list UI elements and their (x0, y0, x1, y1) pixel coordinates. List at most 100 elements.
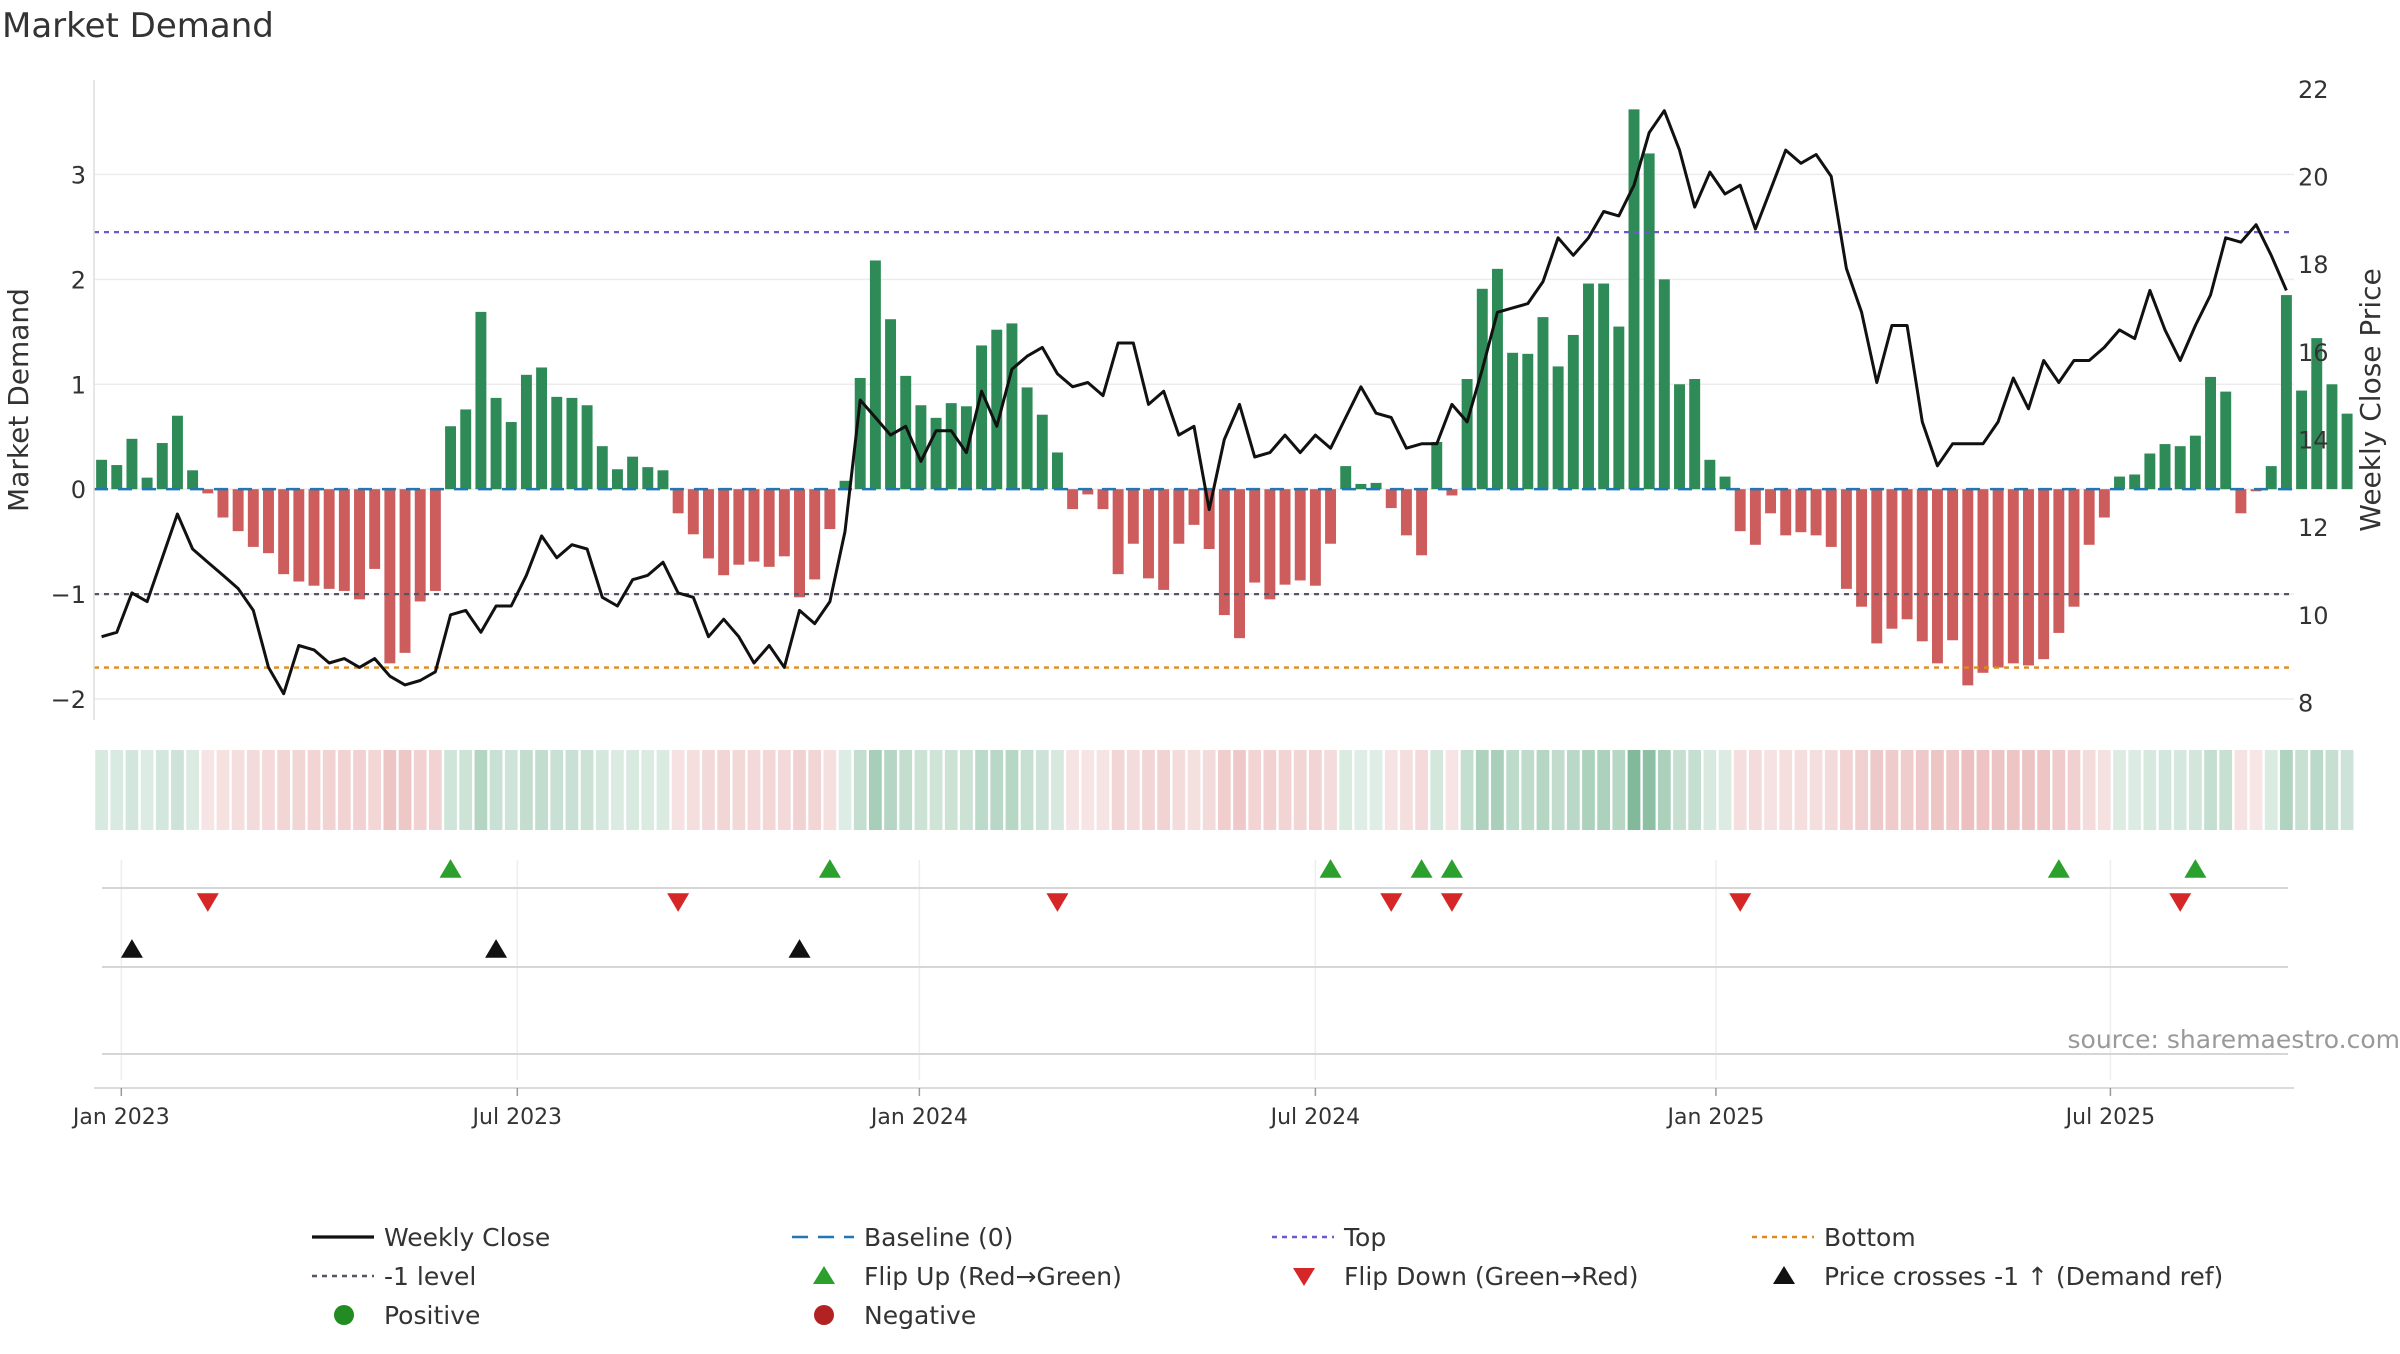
heat-cell (945, 750, 958, 830)
demand-bar (475, 312, 486, 489)
demand-bar (1113, 489, 1124, 574)
heat-cell (732, 750, 745, 830)
demand-bar (1280, 489, 1291, 584)
heat-cell (1385, 750, 1398, 830)
heat-cell (1916, 750, 1929, 830)
heat-cell (1112, 750, 1125, 830)
x-tick-label: Jul 2025 (2064, 1105, 2156, 1130)
heat-cell (2128, 750, 2141, 830)
legend-swatch-negative (814, 1305, 834, 1325)
heat-cell (171, 750, 184, 830)
demand-bar (764, 489, 775, 567)
heat-cell (2174, 750, 2187, 830)
demand-bar (1780, 489, 1791, 535)
flip-up-marker (2048, 859, 2070, 878)
x-tick-label: Jan 2023 (71, 1105, 170, 1130)
x-tick-label: Jan 2025 (1665, 1105, 1764, 1130)
heat-cell (1400, 750, 1413, 830)
heat-cell (839, 750, 852, 830)
heat-cell (2052, 750, 2065, 830)
heat-cell (1840, 750, 1853, 830)
heat-cell (368, 750, 381, 830)
demand-bar (218, 489, 229, 517)
heat-cell (1051, 750, 1064, 830)
demand-bar (1355, 484, 1366, 489)
flip-up-marker (819, 859, 841, 878)
demand-bar (1932, 489, 1943, 663)
heat-cell (126, 750, 139, 830)
heat-cell (1294, 750, 1307, 830)
demand-bar (809, 489, 820, 579)
demand-bar (460, 409, 471, 489)
demand-bar (2175, 446, 2186, 489)
heat-cell (1370, 750, 1383, 830)
demand-bar (1143, 489, 1154, 578)
demand-bar (1219, 489, 1230, 615)
demand-bar (749, 489, 760, 561)
demand-bar (931, 418, 942, 489)
demand-bar (172, 416, 183, 489)
demand-bar (1720, 477, 1731, 490)
demand-bar (1750, 489, 1761, 545)
heat-cell (1521, 750, 1534, 830)
demand-bar (187, 470, 198, 489)
y-tick-label: 0 (71, 476, 86, 504)
demand-bar (1629, 109, 1640, 489)
y2-tick-label: 20 (2298, 163, 2329, 191)
heat-cell (247, 750, 260, 830)
demand-bar (1613, 327, 1624, 490)
demand-bar (1189, 489, 1200, 525)
demand-bar (2281, 295, 2292, 489)
heat-cell (1491, 750, 1504, 830)
heat-cell (748, 750, 761, 830)
heat-cell (1946, 750, 1959, 830)
demand-bar (1902, 489, 1913, 619)
heat-cell (2113, 750, 2126, 830)
heat-cell (778, 750, 791, 830)
heat-cell (1355, 750, 1368, 830)
legend-swatch-positive (334, 1305, 354, 1325)
demand-bar (1917, 489, 1928, 641)
demand-bar (263, 489, 274, 553)
x-tick-label: Jul 2024 (1269, 1105, 1361, 1130)
demand-bar (1264, 489, 1275, 599)
heat-cell (444, 750, 457, 830)
heat-cell (2219, 750, 2232, 830)
heat-cell (1628, 750, 1641, 830)
heat-cell (475, 750, 488, 830)
demand-bar (278, 489, 289, 574)
heat-cell (869, 750, 882, 830)
heat-cell (1097, 750, 1110, 830)
heat-cell (1263, 750, 1276, 830)
demand-bar (415, 489, 426, 601)
demand-bar (2053, 489, 2064, 633)
heat-cell (1430, 750, 1443, 830)
legend-label-flip-down: Flip Down (Green→Red) (1344, 1262, 1639, 1291)
demand-bar (1553, 366, 1564, 489)
legend-label-flip-up: Flip Up (Red→Green) (864, 1262, 1122, 1291)
demand-bar (1416, 489, 1427, 555)
demand-bar (612, 469, 623, 489)
legend-label-positive: Positive (384, 1301, 480, 1330)
legend-label-baseline: Baseline (0) (864, 1223, 1013, 1252)
heat-cell (399, 750, 412, 830)
heat-cell (1673, 750, 1686, 830)
heat-cell (1795, 750, 1808, 830)
legend-label-negative: Negative (864, 1301, 976, 1330)
demand-bar (1295, 489, 1306, 580)
demand-bar (248, 489, 259, 547)
y2-tick-label: 16 (2298, 339, 2329, 367)
weekly-close-line (102, 111, 2287, 694)
demand-bar (1249, 489, 1260, 582)
legend-label-top: Top (1343, 1223, 1386, 1252)
heat-cell (1567, 750, 1580, 830)
y-axis-label: Market Demand (2, 288, 35, 512)
heat-cell (353, 750, 366, 830)
heat-cell (201, 750, 214, 830)
demand-bars (96, 109, 2352, 685)
legend-label-weekly-close: Weekly Close (384, 1223, 550, 1252)
heat-cell (1081, 750, 1094, 830)
legend-swatch-flip-down (1293, 1268, 1315, 1286)
demand-bar (703, 489, 714, 558)
